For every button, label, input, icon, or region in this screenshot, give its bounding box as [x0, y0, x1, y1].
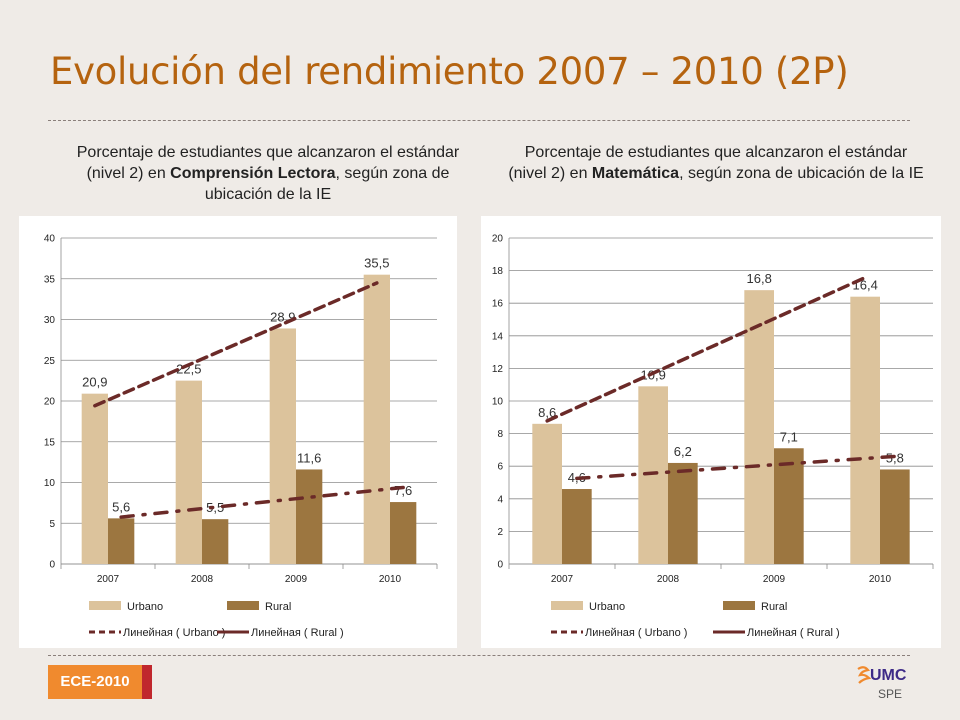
y-tick-label: 30 [44, 315, 56, 326]
y-tick-label: 5 [49, 519, 55, 530]
bar-urbano [532, 423, 562, 564]
bar-urbano [269, 328, 296, 564]
data-label: 16,8 [747, 271, 772, 286]
logo-swirl-icon [857, 666, 872, 684]
y-tick-label: 35 [44, 274, 56, 285]
bar-rural [880, 469, 910, 564]
data-label: 5,5 [206, 500, 224, 515]
legend-label: Линейная ( Urbano ) [585, 627, 687, 639]
y-tick-label: 12 [492, 364, 504, 375]
legend-label: Rural [265, 601, 291, 613]
legend-label: Urbano [589, 601, 625, 613]
reading-chart-svg: 0 5 10 15 20 25 30 35 40 2007 2008 2009 2010 20,9 22,5… [44, 234, 438, 639]
chart-1-subject: Comprensión Lectora [170, 165, 336, 182]
data-label: 20,9 [82, 375, 107, 390]
legend-swatch-urbano [89, 601, 121, 610]
page-title: Evolución del rendimiento 2007 – 2010 (2… [50, 50, 849, 93]
bar-rural [668, 462, 698, 564]
x-tick-label: 2010 [379, 574, 402, 585]
x-tick-label: 2010 [869, 574, 892, 585]
legend-swatch-urbano [551, 601, 583, 610]
x-tick-label: 2009 [763, 574, 786, 585]
logo-text: SPE [878, 687, 903, 701]
chart-1-subtitle-end: , según zona de ubicación de la IE [204, 165, 450, 203]
umc-logo: UMC SPE [856, 665, 906, 705]
chart-2-subject: Matemática [591, 165, 680, 182]
y-tick-label: 10 [44, 478, 56, 489]
trendline-urbano [545, 275, 867, 423]
data-label: 35,5 [364, 256, 389, 271]
data-label: 7,6 [394, 483, 412, 498]
legend-label: Линейная ( Urbano ) [123, 627, 225, 639]
chart-1-subtitle: Porcentaje de estudiantes que alcanzaron… [58, 142, 478, 205]
trendline-rural [119, 485, 405, 519]
y-tick-label: 0 [497, 560, 503, 571]
chart-1-subtitle-text: Porcentaje de estudiantes que alcanzaron… [76, 144, 460, 182]
y-tick-label: 40 [44, 234, 56, 245]
legend-label: Линейная ( Rural ) [747, 627, 840, 639]
bar-urbano [744, 290, 774, 564]
y-tick-label: 2 [497, 527, 503, 538]
legend-swatch-rural [227, 601, 259, 610]
x-tick-label: 2009 [285, 574, 308, 585]
data-label: 28,9 [270, 309, 295, 324]
y-tick-label: 14 [492, 331, 504, 342]
bar-rural [296, 469, 323, 564]
y-tick-label: 20 [44, 397, 56, 408]
ece-badge-label: ECE-2010 [60, 673, 130, 690]
logo-mark: UMC [870, 667, 907, 684]
legend-label: Urbano [127, 601, 163, 613]
chart-2-subtitle-text: Porcentaje de estudiantes que alcanzaron… [508, 144, 908, 182]
y-tick-label: 20 [492, 234, 504, 245]
math-chart: 0246810121416182020072008200920108,610,9… [481, 216, 941, 648]
data-label: 5,6 [112, 499, 130, 514]
data-label: 8,6 [538, 405, 556, 420]
reading-chart: 0 5 10 15 20 25 30 35 40 2007 2008 2009 2010 20,9 22,5… [19, 216, 457, 648]
y-tick-label: 8 [497, 429, 503, 440]
data-label: 7,1 [780, 429, 798, 444]
bar-rural [774, 448, 804, 564]
y-tick-label: 0 [49, 560, 55, 571]
bar-rural [202, 519, 229, 564]
bar-rural [390, 502, 417, 564]
trendline-urbano [93, 281, 379, 408]
chart-2-subtitle-end: , según zona de ubicación de la IE [679, 165, 924, 182]
math-chart-svg: 0246810121416182020072008200920108,610,9… [492, 234, 934, 639]
y-tick-label: 16 [492, 299, 504, 310]
ece-badge: ECE-2010 [48, 665, 152, 699]
x-tick-label: 2007 [551, 574, 574, 585]
bar-urbano [850, 296, 880, 564]
bar-urbano [175, 380, 202, 564]
bar-urbano [363, 274, 390, 564]
legend-label: Rural [761, 601, 787, 613]
bar-rural [562, 489, 592, 564]
data-label: 6,2 [674, 444, 692, 459]
bar-rural [108, 518, 135, 564]
data-label: 11,6 [297, 450, 321, 465]
bottom-divider [48, 655, 910, 656]
y-tick-label: 25 [44, 356, 56, 367]
x-tick-label: 2008 [191, 574, 214, 585]
y-tick-label: 15 [44, 437, 56, 448]
y-tick-label: 6 [497, 462, 503, 473]
x-tick-label: 2008 [657, 574, 680, 585]
top-divider [48, 120, 910, 121]
bar-urbano [81, 393, 108, 564]
y-tick-label: 18 [492, 266, 504, 277]
legend-label: Линейная ( Rural ) [251, 627, 344, 639]
bar-urbano [638, 386, 668, 564]
chart-2-subtitle: Porcentaje de estudiantes que alcanzaron… [506, 142, 926, 184]
trendline-rural [575, 454, 897, 481]
y-tick-label: 4 [497, 494, 503, 505]
legend-swatch-rural [723, 601, 755, 610]
y-tick-label: 10 [492, 397, 504, 408]
x-tick-label: 2007 [97, 574, 120, 585]
data-label: 22,5 [176, 362, 201, 377]
